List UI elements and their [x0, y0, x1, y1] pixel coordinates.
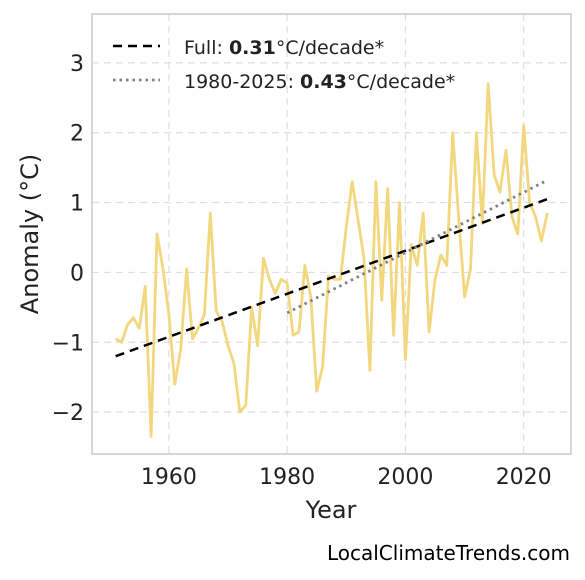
- y-tick-label: 3: [70, 52, 84, 77]
- legend-recent-entry: 1980-2025: 0.43°C/decade*: [184, 71, 455, 93]
- source-footer: LocalClimateTrends.com: [327, 541, 570, 565]
- legend-recent-prefix: 1980-2025:: [184, 71, 300, 93]
- plot-frame: [91, 13, 572, 455]
- legend-full-prefix: Full:: [184, 37, 229, 59]
- legend-recent-value: 0.43: [300, 71, 347, 93]
- x-axis-label: Year: [305, 496, 357, 524]
- legend-full-entry: Full: 0.31°C/decade*: [184, 37, 384, 59]
- y-tick-label: 1: [70, 192, 84, 217]
- y-axis-label: Anomaly (°C): [16, 154, 44, 314]
- x-axis-ticks: 1960 1980 2000 2020: [141, 465, 552, 490]
- x-tick-label: 2020: [496, 465, 552, 490]
- full-trend-line: [115, 197, 548, 358]
- x-tick-label: 1960: [141, 465, 197, 490]
- y-tick-label: −1: [52, 331, 84, 356]
- x-tick-label: 2000: [377, 465, 433, 490]
- legend-full-suffix: °C/decade*: [276, 37, 384, 59]
- y-tick-label: 2: [70, 122, 84, 147]
- y-tick-label: 0: [70, 261, 84, 286]
- x-tick-label: 1980: [259, 465, 315, 490]
- y-tick-label: −2: [52, 401, 84, 426]
- legend: Full: 0.31°C/decade* 1980-2025: 0.43°C/d…: [113, 37, 455, 93]
- y-axis-ticks: −2 −1 0 1 2 3: [52, 52, 84, 426]
- legend-full-value: 0.31: [229, 37, 276, 59]
- legend-recent-suffix: °C/decade*: [347, 71, 455, 93]
